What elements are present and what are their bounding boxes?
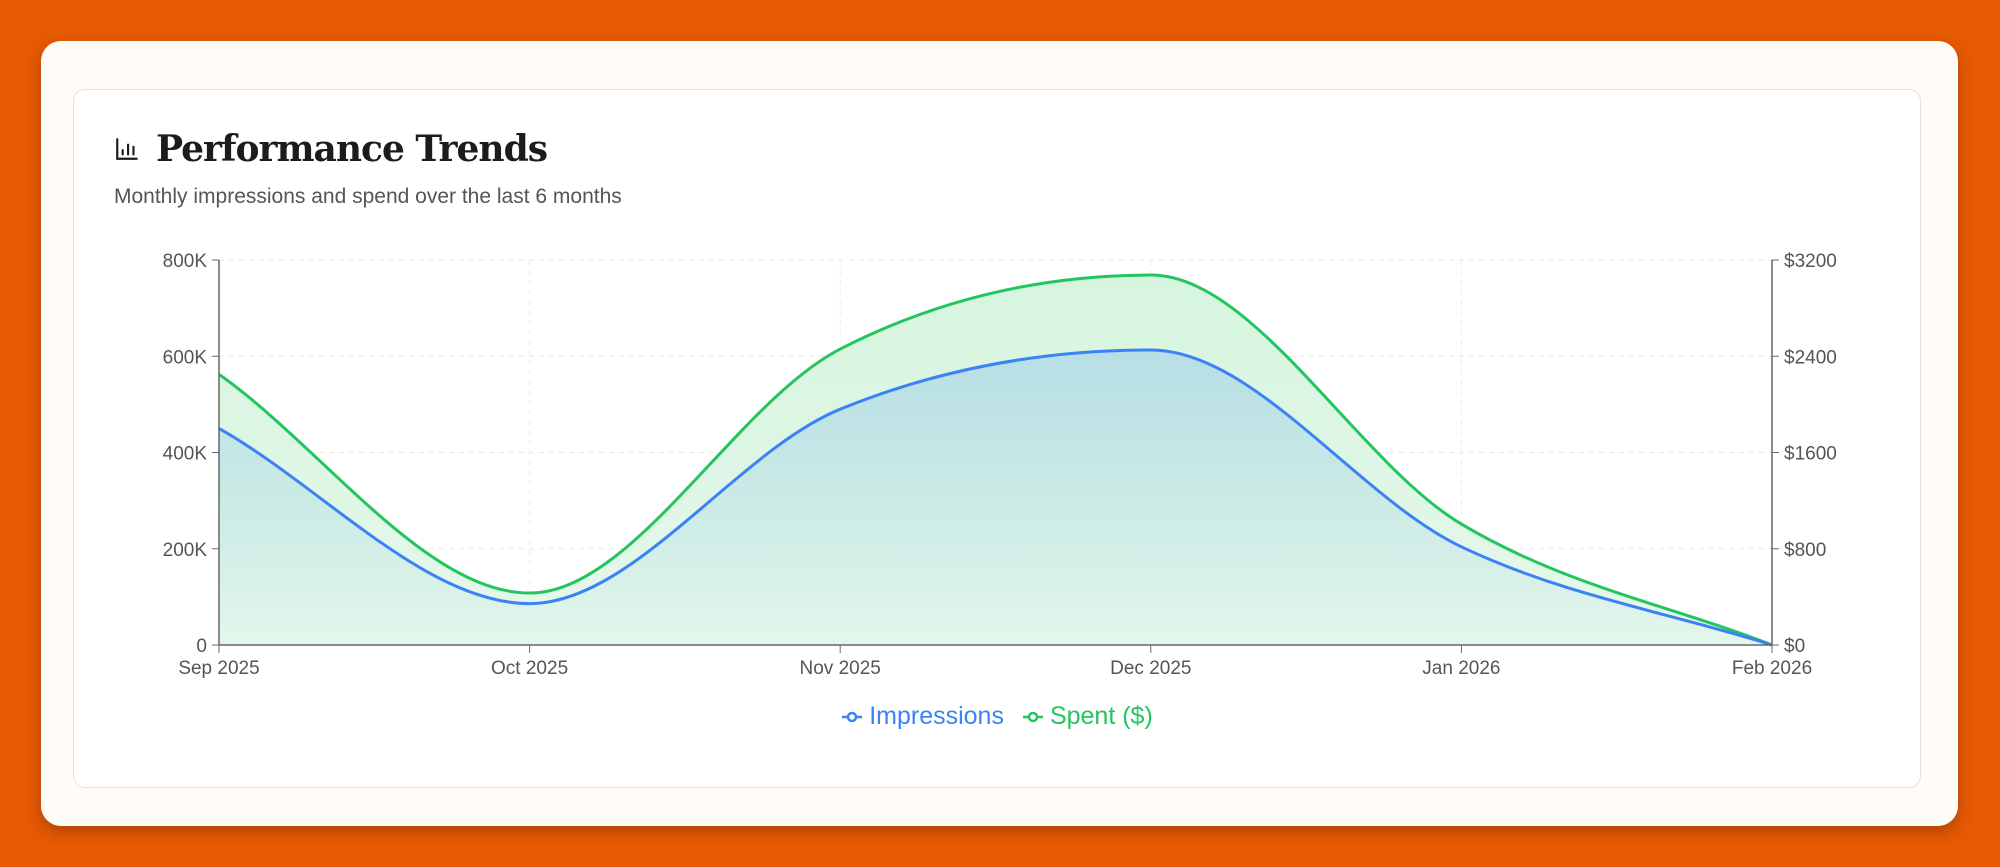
y-tick-label-left: 200K xyxy=(163,540,208,561)
x-tick-label: Dec 2025 xyxy=(1110,658,1191,679)
legend-label: Impressions xyxy=(869,702,1004,730)
y-tick-label-left: 800K xyxy=(163,251,208,272)
legend-label: Spent ($) xyxy=(1049,702,1153,730)
y-tick-label-right: $1600 xyxy=(1784,444,1837,465)
bar-chart-icon xyxy=(116,138,138,160)
y-tick-label-left: 0 xyxy=(196,636,207,657)
y-tick-label-right: $2400 xyxy=(1784,347,1837,368)
page-container: Performance Trends Monthly impressions a… xyxy=(41,41,1958,826)
x-tick-label: Nov 2025 xyxy=(800,658,881,679)
legend-item-spent[interactable]: Spent ($) xyxy=(1022,702,1153,731)
x-tick-label: Feb 2026 xyxy=(1732,658,1812,679)
legend: Impressions Spent ($) xyxy=(74,702,1920,731)
y-tick-label-right: $0 xyxy=(1784,636,1805,657)
legend-item-impressions[interactable]: Impressions xyxy=(841,702,1004,731)
card-subtitle: Monthly impressions and spend over the l… xyxy=(114,185,622,208)
area-impressions xyxy=(219,349,1772,645)
x-tick-label: Jan 2026 xyxy=(1422,658,1500,679)
x-tick-label: Oct 2025 xyxy=(491,658,568,679)
card-title: Performance Trends xyxy=(156,128,548,170)
chart: 0 200K 400K 600K 800K $0 $800 $1600 $2400 $3200 Se… xyxy=(163,251,1837,679)
performance-trends-card: Performance Trends Monthly impressions a… xyxy=(73,89,1921,788)
y-tick-label-right: $3200 xyxy=(1784,251,1837,272)
x-tick-label: Sep 2025 xyxy=(178,658,259,679)
line-marker-icon xyxy=(1022,711,1043,722)
line-impressions xyxy=(218,348,1773,647)
y-tick-label-left: 600K xyxy=(163,347,208,368)
y-tick-label-right: $800 xyxy=(1784,540,1826,561)
y-tick-label-left: 400K xyxy=(163,444,208,465)
line-spent xyxy=(218,273,1773,647)
line-marker-icon xyxy=(842,711,863,722)
